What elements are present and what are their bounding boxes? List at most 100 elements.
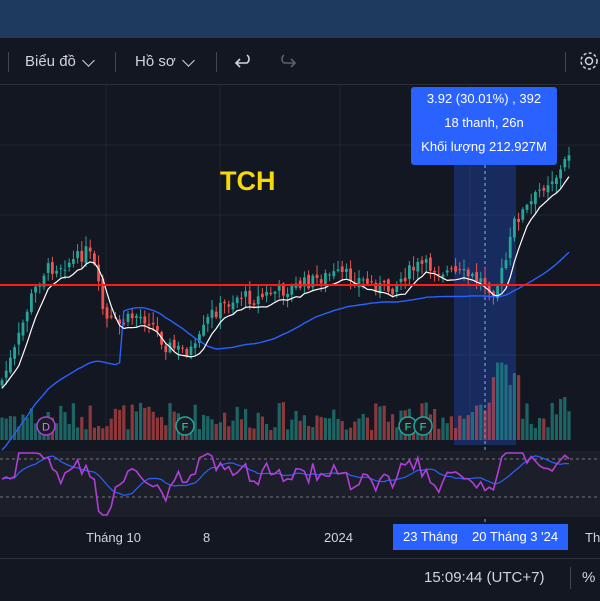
candle-body (206, 317, 210, 324)
candle-body (25, 311, 29, 322)
volume-bar (290, 419, 294, 440)
profile-menu-button[interactable]: Hồ sơ (135, 52, 195, 72)
volume-bar (521, 418, 525, 440)
candle-body (286, 294, 289, 298)
volume-bar (391, 414, 395, 440)
clock-display[interactable]: 15:09:44 (UTC+7) (424, 569, 545, 586)
redo-icon[interactable] (277, 52, 297, 72)
candle-body (303, 277, 306, 287)
candle-body (420, 260, 424, 264)
volume-bar (202, 414, 206, 440)
event-marker-financial[interactable]: F (413, 416, 433, 436)
volume-bar (252, 428, 256, 440)
volume-bar (315, 415, 319, 440)
volume-bar (260, 416, 264, 440)
volume-bar (525, 403, 529, 440)
candle-body (378, 283, 382, 294)
event-marker-label: F (182, 422, 189, 434)
volume-bar (143, 407, 147, 440)
volume-bar (84, 429, 88, 440)
event-marker-label: F (420, 422, 427, 434)
candle-body (164, 345, 168, 353)
candle-body (311, 275, 315, 288)
volume-bar (470, 412, 474, 440)
moving-average-fast (1, 176, 570, 389)
volume-bar (105, 426, 109, 440)
candle-body (88, 247, 92, 252)
candle-body (269, 292, 273, 295)
candle-body (361, 279, 365, 281)
toolbar-divider (565, 52, 566, 72)
candle-body (273, 291, 277, 294)
candle-body (517, 218, 520, 223)
volume-bar (559, 399, 563, 440)
moving-average-slow (1, 251, 570, 451)
volume-bar (365, 417, 369, 440)
price-chart[interactable]: D F F F (0, 85, 600, 525)
volume-bar (458, 415, 462, 440)
candle-body (59, 268, 63, 270)
volume-bar (286, 429, 290, 440)
candle-body (424, 259, 428, 263)
candle-body (67, 262, 71, 268)
volume-bar (454, 428, 458, 440)
candle-body (555, 177, 558, 185)
range-start-label: 23 Tháng (393, 524, 468, 550)
candle-body (315, 274, 319, 279)
volume-bar (227, 426, 231, 440)
candle-body (563, 159, 567, 168)
volume-bar (29, 408, 33, 440)
chart-menu-button[interactable]: Biểu đồ (25, 52, 95, 72)
volume-bar (533, 428, 537, 440)
candle-body (105, 307, 109, 319)
volume-bar (231, 420, 235, 440)
volume-bar (567, 411, 571, 440)
candle-body (223, 301, 226, 304)
volume-bar (235, 406, 239, 440)
candle-body (198, 334, 201, 343)
time-axis-tick: 2024 (324, 530, 353, 545)
volume-bar (92, 427, 96, 440)
candle-body (185, 348, 189, 356)
volume-bar (97, 425, 101, 440)
candle-body (172, 339, 176, 349)
event-marker-financial[interactable]: F (175, 416, 195, 436)
candle-body (374, 282, 378, 292)
candle-body (143, 316, 147, 324)
volume-bar (382, 405, 386, 440)
candle-body (93, 253, 96, 265)
candle-body (475, 272, 478, 282)
candle-body (42, 275, 46, 287)
volume-bar (441, 417, 445, 440)
event-marker-label: F (405, 422, 412, 434)
gear-icon[interactable] (578, 50, 600, 72)
symbol-title: TCH (220, 166, 276, 196)
candle-body (336, 269, 340, 271)
volume-bar (118, 409, 122, 440)
toolbar-divider (8, 52, 9, 72)
candle-body (51, 262, 54, 274)
candle-body (391, 288, 394, 295)
volume-bar (197, 429, 201, 440)
candle-body (492, 291, 495, 296)
candle-body (538, 189, 541, 191)
candle-body (521, 209, 525, 220)
percent-toggle[interactable]: % (582, 569, 596, 586)
time-axis[interactable]: Tháng 10 8 2024 23 Tháng 20 Tháng 3 '24 … (0, 518, 600, 558)
candle-body (366, 278, 369, 284)
candle-body (210, 309, 214, 318)
volume-bar (378, 406, 382, 440)
volume-bar (244, 408, 248, 440)
candle-body (21, 322, 25, 336)
candle-body (46, 263, 50, 273)
range-end-label: 20 Tháng 3 '24 (462, 524, 569, 550)
volume-bar (302, 415, 306, 440)
volume-bar (168, 403, 172, 440)
volume-bar (265, 423, 269, 440)
candle-body (340, 266, 344, 272)
volume-bar (151, 411, 155, 440)
event-marker-dividend[interactable]: D (36, 416, 56, 436)
candle-body (525, 204, 529, 210)
volume-bar (361, 413, 365, 440)
undo-icon[interactable] (234, 52, 254, 72)
